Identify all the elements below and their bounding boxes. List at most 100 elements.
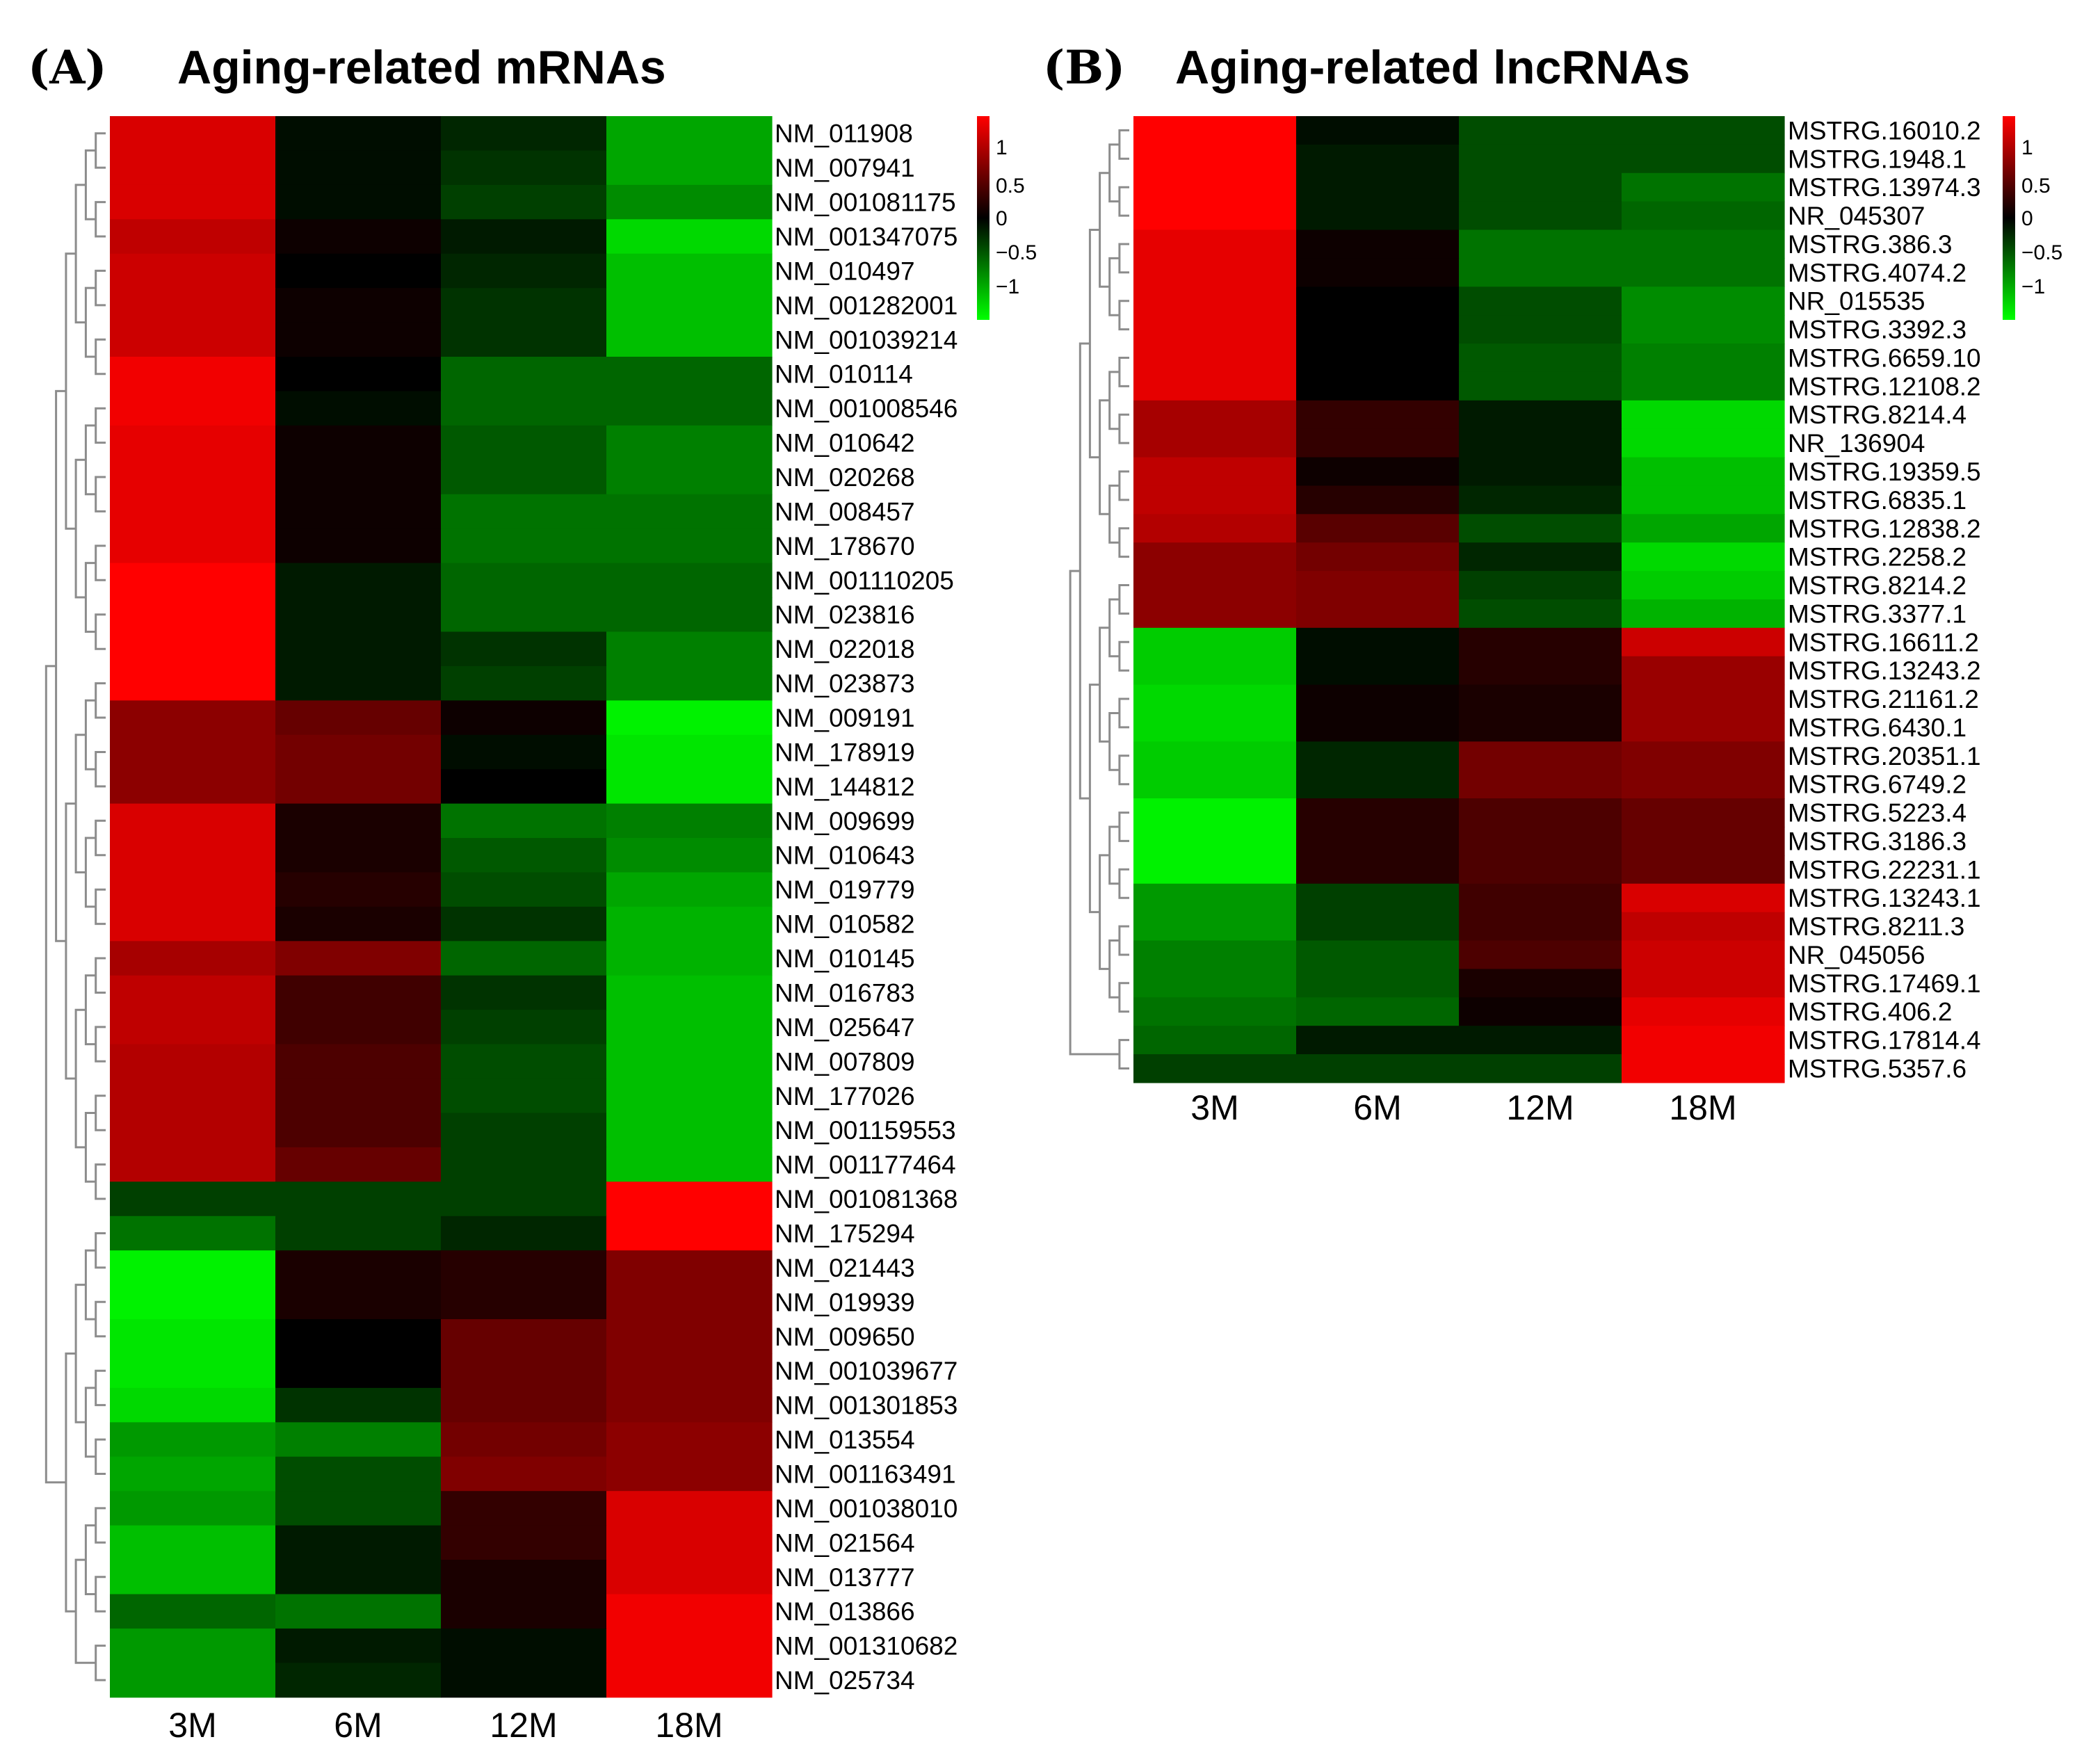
lncrna-heatmap-cells [1133,116,1785,1083]
mrna-dendrogram-branch [74,1008,86,1149]
mrna-heatmap-cell [606,1147,773,1182]
mrna-heatmap-cell [110,253,276,289]
lncrna-row-label: MSTRG.3377.1 [1788,599,1966,628]
lncrna-heatmap-cell [1459,627,1622,657]
lncrna-heatmap-cell [1459,172,1622,202]
mrna-heatmap-cell [275,460,442,495]
mrna-row-label: NM_013866 [775,1597,915,1626]
mrna-dendrogram-branch [95,1095,106,1131]
lncrna-heatmap-cell [1296,371,1460,401]
mrna-dendrogram-branch [95,269,106,307]
lncrna-heatmap-cell [1296,770,1460,799]
mrna-heatmap-cell [275,1387,442,1423]
mrna-heatmap-cell [110,288,276,323]
lncrna-heatmap-cell [1296,542,1460,572]
mrna-heatmap-cell [606,391,773,426]
mrna-heatmap-cell [275,631,442,667]
mrna-heatmap-cell [275,1525,442,1560]
lncrna-row-label: MSTRG.21161.2 [1788,685,1979,713]
lncrna-heatmap-cell [1459,827,1622,856]
lncrna-heatmap-cell [1133,627,1297,657]
mrna-heatmap-cell [441,1284,607,1320]
mrna-heatmap-cell [110,563,276,598]
mrna-heatmap-cell [275,597,442,633]
mrna-heatmap-cell [606,975,773,1010]
mrna-heatmap-cell [110,769,276,805]
mrna-heatmap-cell [275,769,442,805]
mrna-heatmap-cell [110,1181,276,1217]
lncrna-heatmap-cell [1459,940,1622,969]
mrna-dendrogram-branch [84,1387,96,1458]
lncrna-heatmap-cell [1622,827,1785,856]
mrna-row-label: NM_010582 [775,910,915,939]
mrna-row-label: NM_011908 [775,120,913,148]
mrna-row-label: NM_010497 [775,257,915,285]
mrna-legend-tick-minus-1: −1 [996,275,1019,298]
mrna-heatmap-cell [275,116,442,152]
mrna-heatmap-cell [275,700,442,736]
mrna-heatmap-cell [441,872,607,907]
mrna-row-label: NM_001039677 [775,1357,958,1385]
lncrna-heatmap-cell [1459,997,1622,1026]
mrna-heatmap-cell [275,494,442,529]
mrna-heatmap-cell [275,357,442,392]
lncrna-dendrogram-branch [1118,300,1129,331]
mrna-dendrogram-branch [95,1576,106,1613]
mrna-heatmap-cell [110,322,276,357]
mrna-dendrogram-branch [95,1645,106,1681]
mrna-heatmap-cell [110,975,276,1010]
mrna-row-label: NM_019939 [775,1288,915,1316]
mrna-heatmap-cell [275,734,442,770]
lncrna-row-label: MSTRG.12838.2 [1788,515,1981,543]
lncrna-heatmap-cell [1133,997,1297,1026]
mrna-row-label: NM_025647 [775,1013,915,1042]
mrna-heatmap-cell [110,1560,276,1595]
panel-a-letter: (A) [28,40,107,95]
mrna-heatmap-cell [110,838,276,873]
lncrna-heatmap-cell [1133,457,1297,487]
lncrna-row-label: MSTRG.3186.3 [1788,827,1966,855]
mrna-legend-tick-0: 0 [996,207,1008,230]
lncrna-row-label: MSTRG.22231.1 [1788,855,1981,884]
mrna-dendrogram-branch [74,184,86,324]
lncrna-dendrogram-branch [1118,584,1129,615]
lncrna-heatmap-cell [1296,969,1460,998]
lncrna-column-label: 6M [1353,1088,1401,1127]
lncrna-heatmap-cell [1133,514,1297,543]
lncrna-heatmap-cell [1133,940,1297,969]
lncrna-dendrogram-branch [1118,470,1129,501]
lncrna-heatmap-cell [1622,741,1785,770]
lncrna-heatmap-cell [1296,912,1460,942]
mrna-heatmap-cell [441,494,607,529]
mrna-row-label: NM_001310682 [775,1632,958,1661]
mrna-heatmap-cell [110,1216,276,1251]
lncrna-heatmap-cell [1133,286,1297,316]
mrna-heatmap-cell [110,1456,276,1492]
mrna-heatmap-cell [110,872,276,907]
lncrna-heatmap-cell [1296,627,1460,657]
mrna-heatmap-cell [275,1147,442,1182]
mrna-row-label: NM_178919 [775,738,915,766]
lncrna-row-label: MSTRG.12108.2 [1788,372,1981,401]
lncrna-heatmap-cell [1622,286,1785,316]
lncrna-row-label: MSTRG.16611.2 [1788,628,1979,656]
lncrna-heatmap-cell [1296,827,1460,856]
mrna-heatmap-cell [110,1079,276,1114]
mrna-heatmap-cell [275,1079,442,1114]
lncrna-heatmap-cell [1296,571,1460,600]
lncrna-row-label: MSTRG.16010.2 [1788,116,1981,145]
mrna-heatmap-cell [110,1387,276,1423]
lncrna-dendrogram-branch [1118,812,1129,842]
mrna-dendrogram-branch [95,1507,106,1544]
mrna-dendrogram-branch [95,338,106,376]
mrna-dendrogram-branch [84,1112,96,1183]
mrna-column-labels: 3M 6M 12M 18M [168,1706,722,1744]
lncrna-heatmap-cell [1296,315,1460,344]
lncrna-dendrogram-branch [1108,939,1120,999]
lncrna-dendrogram-branch [1118,640,1129,672]
mrna-dendrogram-branch [74,734,86,873]
lncrna-heatmap-cell [1459,286,1622,316]
mrna-heatmap-cell [441,941,607,976]
lncrna-heatmap-cell [1133,542,1297,572]
mrna-heatmap-cell [110,1284,276,1320]
